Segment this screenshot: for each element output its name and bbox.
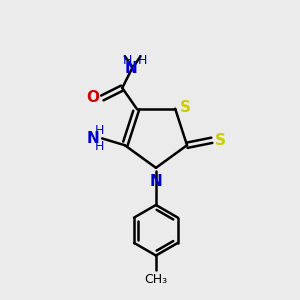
Text: H: H — [123, 54, 132, 67]
Text: O: O — [86, 91, 99, 106]
Text: H: H — [138, 54, 147, 67]
Text: H: H — [94, 124, 104, 136]
Text: CH₃: CH₃ — [144, 273, 167, 286]
Text: N: N — [124, 61, 137, 76]
Text: S: S — [215, 133, 226, 148]
Text: H: H — [94, 140, 104, 153]
Text: N: N — [150, 174, 162, 189]
Text: S: S — [180, 100, 190, 115]
Text: N: N — [86, 131, 99, 146]
